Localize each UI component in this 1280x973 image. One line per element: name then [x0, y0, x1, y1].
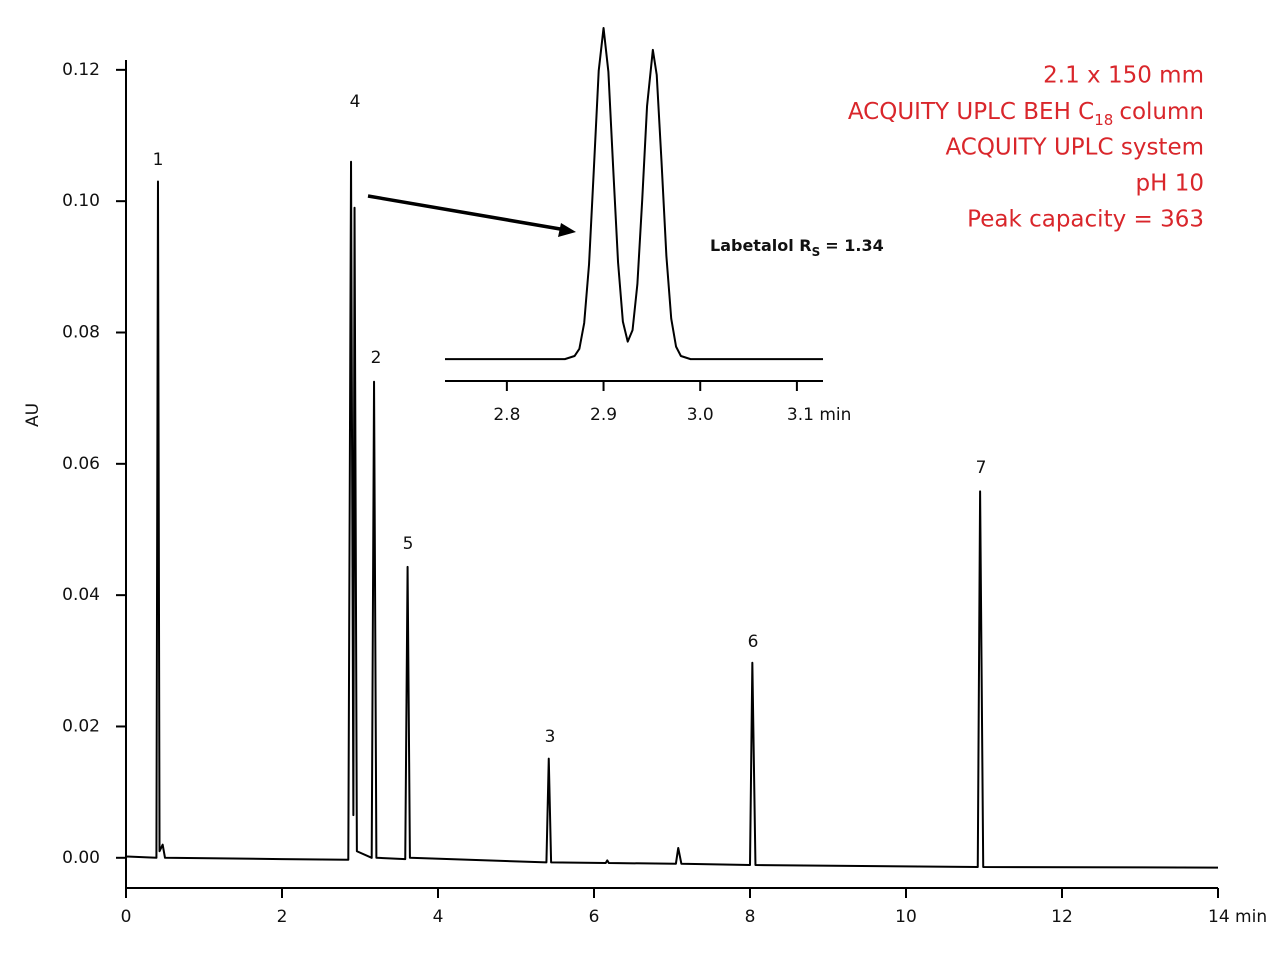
y-tick-label: 0.08 — [62, 322, 100, 342]
annotation-text: ACQUITY UPLC BEH C — [848, 99, 1094, 125]
inset-label: Labetalol RS = 1.34 — [710, 236, 884, 259]
column-info: 2.1 x 150 mm ACQUITY UPLC BEH C18 column … — [848, 63, 1204, 233]
y-tick-label: 0.04 — [62, 585, 100, 605]
inset-label-text: Labetalol R — [710, 236, 812, 255]
peak-label: 5 — [403, 534, 414, 554]
x-tick-label: 3.1 min — [787, 405, 852, 425]
annotation-subscript: 18 — [1094, 111, 1113, 129]
peak-label: 1 — [153, 150, 164, 170]
x-tick-label: 12 — [1051, 907, 1073, 927]
y-tick-label: 0.06 — [62, 454, 100, 474]
y-tick-label: 0.02 — [62, 716, 100, 736]
peak-label: 3 — [545, 727, 556, 747]
annotation-text: column — [1119, 99, 1204, 125]
inset-label-subscript: S — [812, 245, 821, 259]
x-tick-label: 0 — [121, 907, 132, 927]
y-tick-label: 0.00 — [62, 848, 100, 868]
y-tick-label: 0.10 — [62, 191, 100, 211]
x-tick-label: 6 — [589, 907, 600, 927]
trace — [445, 27, 823, 361]
x-tick-label: 3.0 — [687, 405, 714, 425]
y-tick-label: 0.12 — [62, 60, 100, 80]
peak-label: 4 — [350, 92, 361, 112]
arrow-head — [558, 223, 576, 237]
annotation-line: pH 10 — [1136, 171, 1204, 197]
annotation-line: ACQUITY UPLC system — [945, 135, 1204, 161]
arrow-shaft — [367, 194, 567, 232]
x-tick-label: 8 — [745, 907, 756, 927]
annotation-line: ACQUITY UPLC BEH C18 column — [848, 99, 1204, 129]
peak-label: 7 — [976, 458, 987, 478]
y-axis-label: AU — [23, 403, 43, 427]
x-tick-label: 2 — [277, 907, 288, 927]
inset-label-text: = 1.34 — [825, 236, 883, 255]
zoom-arrow — [367, 194, 576, 237]
peak-label: 6 — [748, 632, 759, 652]
annotation-line: Peak capacity = 363 — [967, 207, 1204, 233]
x-tick-label: 10 — [895, 907, 917, 927]
trace — [125, 160, 1219, 869]
x-tick-label: 2.8 — [493, 405, 520, 425]
x-tick-label: 4 — [433, 907, 444, 927]
x-tick-label: 14 min — [1208, 907, 1267, 927]
annotation-line: 2.1 x 150 mm — [1043, 63, 1204, 89]
x-tick-label: 2.9 — [590, 405, 617, 425]
peak-label: 2 — [371, 348, 382, 368]
